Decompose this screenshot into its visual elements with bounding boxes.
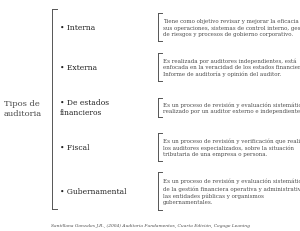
- Text: • Interna: • Interna: [60, 24, 95, 32]
- Text: • Gubernamental: • Gubernamental: [60, 187, 127, 195]
- Text: Es un proceso de revisión y evaluación sistemático
realizado por un auditor exte: Es un proceso de revisión y evaluación s…: [163, 102, 300, 113]
- Text: • De estados
financieros: • De estados financieros: [60, 99, 109, 116]
- Text: Es un proceso de revisión y evaluación sistemática
de la gestión financiera oper: Es un proceso de revisión y evaluación s…: [163, 178, 300, 204]
- Text: • Externa: • Externa: [60, 64, 97, 72]
- Text: Es un proceso de revisión y verificación que realizan
los auditores especializad: Es un proceso de revisión y verificación…: [163, 138, 300, 157]
- Text: Tiene como objetivo revisar y mejorar la eficacia de
sus operaciones, sistemas d: Tiene como objetivo revisar y mejorar la…: [163, 19, 300, 37]
- Text: Santillana Gonzales J.R., (2004) Auditoria Fundamentos, Cuarta Edición, Cegage L: Santillana Gonzales J.R., (2004) Auditor…: [51, 223, 249, 227]
- Text: Es realizada por auditores independientes, está
enfocada en la veracidad de los : Es realizada por auditores independiente…: [163, 58, 300, 77]
- Text: • Fiscal: • Fiscal: [60, 143, 89, 151]
- Text: Tipos de
auditoria: Tipos de auditoria: [4, 99, 42, 118]
